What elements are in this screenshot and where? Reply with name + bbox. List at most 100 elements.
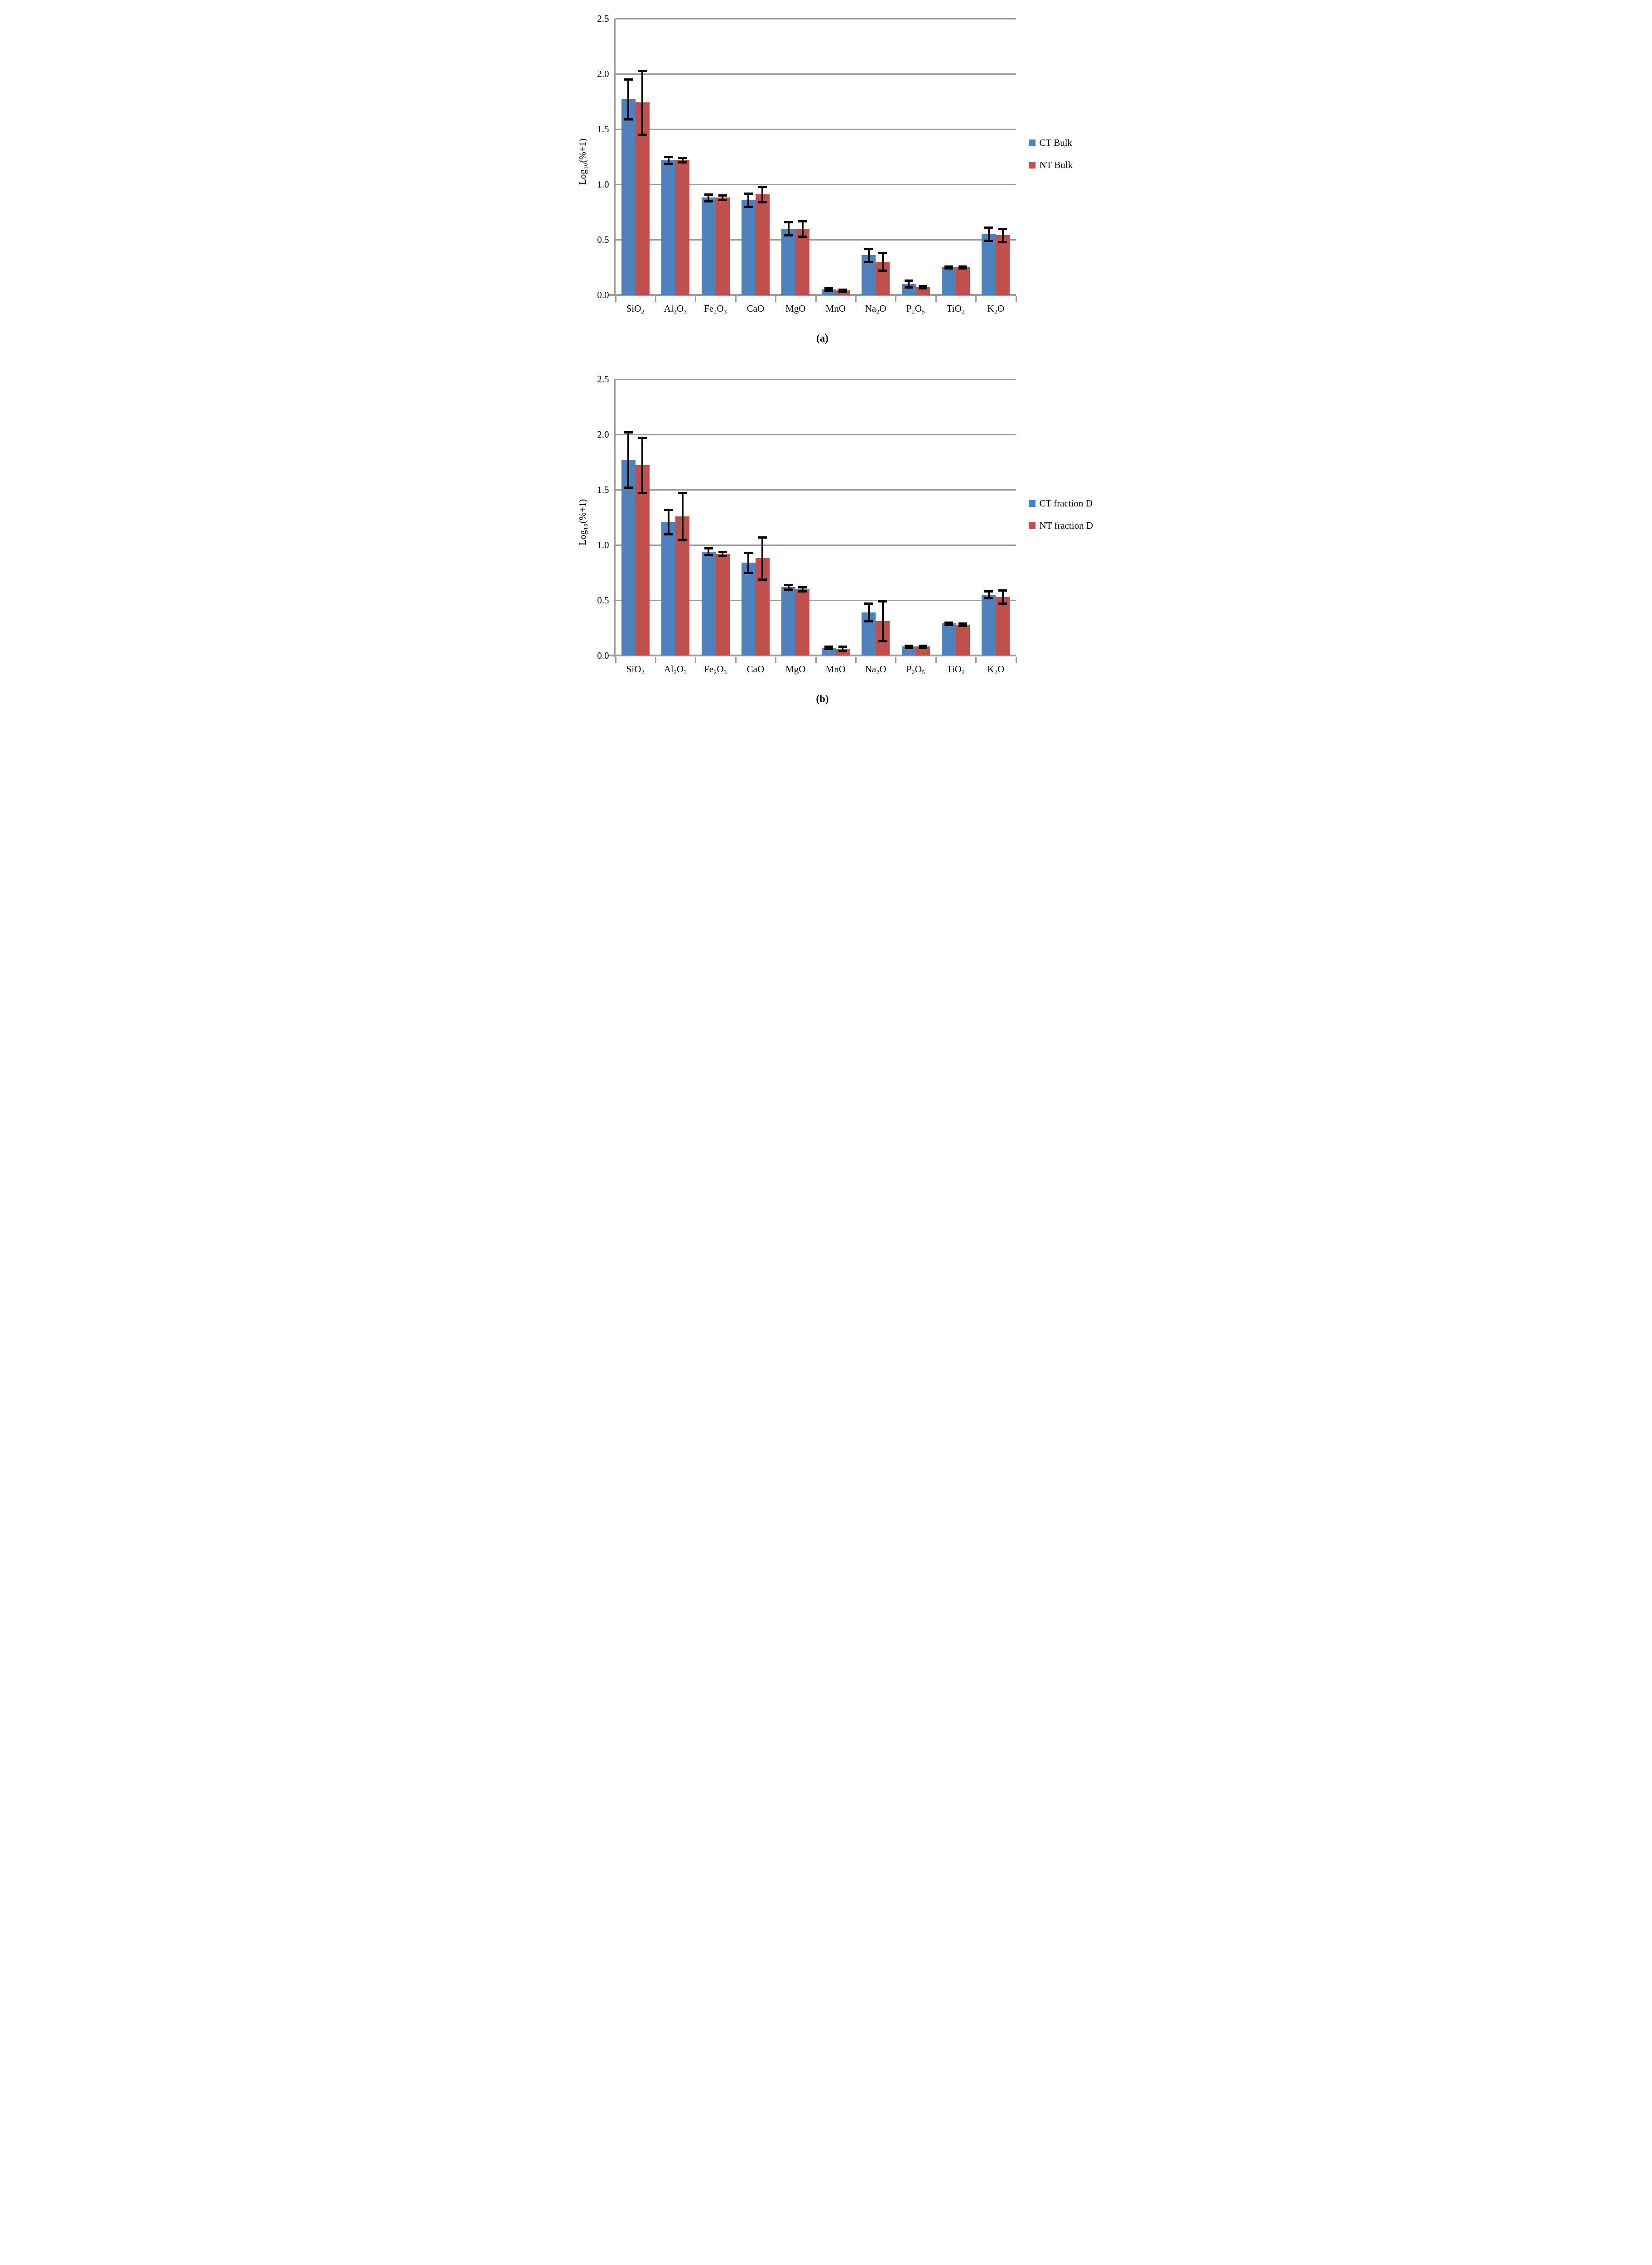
y-tick-label: 1.5 (597, 484, 609, 495)
legend-label: CT Bulk (1039, 137, 1073, 148)
error-bar-cap (944, 621, 953, 624)
error-bar-cap (958, 622, 967, 625)
legend-item: NT Bulk (1028, 159, 1073, 171)
x-category-label: TiO₂ (946, 303, 965, 314)
error-bar-cap (998, 227, 1007, 230)
error-bar-cap (824, 289, 833, 292)
axis-tick (815, 296, 817, 302)
error-bar-cap (758, 185, 767, 188)
error-bar (722, 551, 723, 556)
x-category-label: MgO (785, 303, 806, 314)
error-bar-cap (878, 600, 887, 603)
error-bar-cap (838, 646, 847, 648)
error-bar-cap (864, 602, 873, 605)
error-bar (747, 193, 750, 207)
error-bar (627, 432, 630, 488)
x-category-label: Al₂O₃ (664, 664, 687, 675)
error-bar (842, 646, 844, 651)
error-bar-cap (984, 597, 993, 600)
x-category-label: MnO (825, 303, 846, 314)
legend: CT Bulk NT Bulk (1028, 137, 1073, 182)
caption-row-b: (b) (551, 680, 1102, 724)
y-tick-label: 0.5 (597, 234, 609, 245)
error-bar-cap (664, 508, 673, 511)
x-category-label: K₂O (987, 303, 1005, 314)
y-tick-label: 1.5 (597, 124, 609, 135)
error-bar-cap (824, 646, 833, 648)
bar (781, 228, 796, 295)
bar (795, 228, 810, 295)
error-bar (987, 591, 990, 598)
error-bar-cap (944, 623, 953, 626)
axis-tick (975, 657, 977, 663)
axis-tick (855, 296, 857, 302)
y-tick-label: 2.0 (597, 429, 609, 440)
axis-tick (815, 657, 817, 663)
x-category-label: SiO₂ (626, 303, 645, 314)
panel-caption-a: (a) (816, 333, 828, 344)
error-bar (881, 253, 884, 271)
error-bar (641, 438, 644, 493)
plot-area: 0.0 0.5 1.0 1.5 2.0 2.5 SiO₂ Al₂O₃ Fe₂O₃ CaO MgO Mn… (597, 14, 1017, 314)
bar (715, 554, 730, 655)
axis-tick (615, 657, 616, 663)
y-tick-label: 2.0 (597, 68, 609, 79)
error-bar-cap (904, 646, 913, 649)
y-tick-label: 0.5 (597, 595, 609, 606)
gridline (615, 73, 1016, 75)
error-bar-cap (998, 602, 1007, 605)
error-bar-cap (784, 588, 793, 591)
error-bar-cap (704, 200, 713, 202)
error-bar-cap (664, 533, 673, 535)
x-category-label: P₂O₅ (906, 303, 925, 314)
panel-a-chart: Log₁₀(%+1) 0.0 0.5 1.0 1.5 2.0 2.5 SiO₂ Al₂O₃ Fe… (551, 3, 1102, 320)
axis-tick (895, 657, 897, 663)
error-bar-cap (904, 286, 913, 289)
y-axis-line (614, 19, 616, 296)
gridline (615, 545, 1016, 546)
gridline (615, 489, 1016, 491)
error-bar-cap (958, 267, 967, 270)
x-category-label: CaO (747, 303, 765, 314)
legend-label: NT Bulk (1039, 159, 1073, 170)
error-bar-cap (758, 536, 767, 539)
x-category-label: MnO (825, 664, 846, 675)
error-bar (708, 194, 709, 201)
error-bar (761, 537, 764, 579)
axis-tick (1015, 657, 1017, 663)
x-category-label: K₂O (987, 664, 1005, 675)
error-bar (801, 221, 804, 236)
legend-label: CT fraction D (1039, 498, 1093, 509)
axis-tick (655, 296, 656, 302)
legend-label: NT fraction D (1039, 520, 1093, 531)
error-bar-cap (624, 487, 633, 489)
error-bar-cap (638, 437, 647, 439)
axis-tick (775, 657, 777, 663)
error-bar-cap (918, 646, 927, 649)
error-bar-cap (624, 431, 633, 434)
error-bar (641, 70, 644, 135)
legend-item: NT fraction D (1028, 520, 1093, 531)
axis-tick (975, 296, 977, 302)
error-bar-cap (944, 265, 953, 268)
error-bar-cap (998, 241, 1007, 243)
error-bar-cap (784, 234, 793, 237)
bar (621, 99, 636, 295)
error-bar-cap (704, 193, 713, 196)
bar (941, 623, 956, 655)
bar (755, 194, 770, 295)
error-bar-cap (678, 157, 687, 159)
bar (941, 267, 956, 295)
error-bar (801, 587, 804, 592)
axis-tick (695, 657, 697, 663)
error-bar-cap (798, 590, 807, 593)
panel-b-chart: Log₁₀(%+1) 0.0 0.5 1.0 1.5 2.0 2.5 SiO₂ Al₂O₃ Fe… (551, 363, 1102, 680)
error-bar-cap (624, 78, 633, 81)
error-bar-cap (718, 199, 727, 202)
error-bar (708, 548, 709, 555)
error-bar-cap (864, 260, 873, 263)
bar (982, 234, 996, 295)
error-bar-cap (664, 162, 673, 165)
error-bar-cap (744, 552, 753, 554)
error-bar-cap (904, 645, 913, 647)
